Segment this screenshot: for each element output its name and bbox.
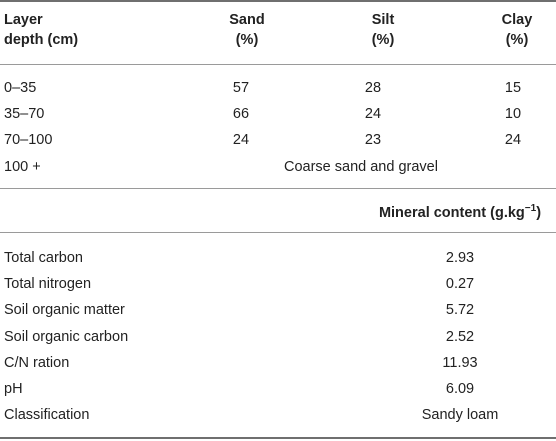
- mineral-value: 2.93: [445, 250, 475, 266]
- header-clay: Clay (%): [450, 10, 550, 50]
- mineral-value: 6.09: [445, 381, 475, 397]
- mineral-label: C/N ration: [4, 355, 70, 371]
- row-depth: 100 +: [4, 159, 41, 175]
- header-sand-line1: Sand: [229, 12, 265, 28]
- section-rule: [0, 188, 556, 189]
- top-rule: [0, 0, 556, 2]
- row-sand: 24: [232, 132, 250, 148]
- row-depth: 35–70: [4, 106, 45, 122]
- mineral-value: Sandy loam: [421, 407, 499, 423]
- row-clay: 10: [504, 106, 522, 122]
- row-silt: 28: [364, 80, 382, 96]
- header-silt-line1: Silt: [371, 12, 395, 28]
- header-layer-line1: Layer: [4, 12, 43, 28]
- row-depth: 0–35: [4, 80, 37, 96]
- mineral-label: Total carbon: [4, 250, 83, 266]
- row-sand: 57: [232, 80, 250, 96]
- row-silt: 24: [364, 106, 382, 122]
- mineral-value: 2.52: [445, 329, 475, 345]
- row-depth: 70–100: [4, 132, 53, 148]
- mineral-label: pH: [4, 381, 23, 397]
- header-mineral-content: Mineral content (g.kg−1): [378, 203, 542, 221]
- mineral-value: 0.27: [445, 276, 475, 292]
- mineral-label: Soil organic carbon: [4, 329, 129, 345]
- header-layer-line2: depth (cm): [4, 32, 79, 48]
- header-clay-line2: (%): [505, 32, 529, 48]
- header-layer-depth: Layer depth (cm): [4, 10, 78, 50]
- mineral-label: Classification: [4, 407, 90, 423]
- mineral-value: 11.93: [442, 355, 478, 371]
- mineral-label: Soil organic matter: [4, 302, 125, 318]
- row-clay: 24: [504, 132, 522, 148]
- row-note: Coarse sand and gravel: [284, 159, 438, 175]
- header-sand-line2: (%): [235, 32, 259, 48]
- header-silt: Silt (%): [310, 10, 410, 50]
- mineral-value: 5.72: [445, 302, 475, 318]
- header-rule: [0, 64, 556, 65]
- header-silt-line2: (%): [371, 32, 395, 48]
- row-sand: 66: [232, 106, 250, 122]
- mineral-label: Total nitrogen: [4, 276, 92, 292]
- mineral-header-rule: [0, 232, 556, 233]
- header-clay-line1: Clay: [501, 12, 533, 28]
- header-sand: Sand (%): [178, 10, 278, 50]
- bottom-rule: [0, 437, 556, 439]
- row-silt: 23: [364, 132, 382, 148]
- row-clay: 15: [504, 80, 522, 96]
